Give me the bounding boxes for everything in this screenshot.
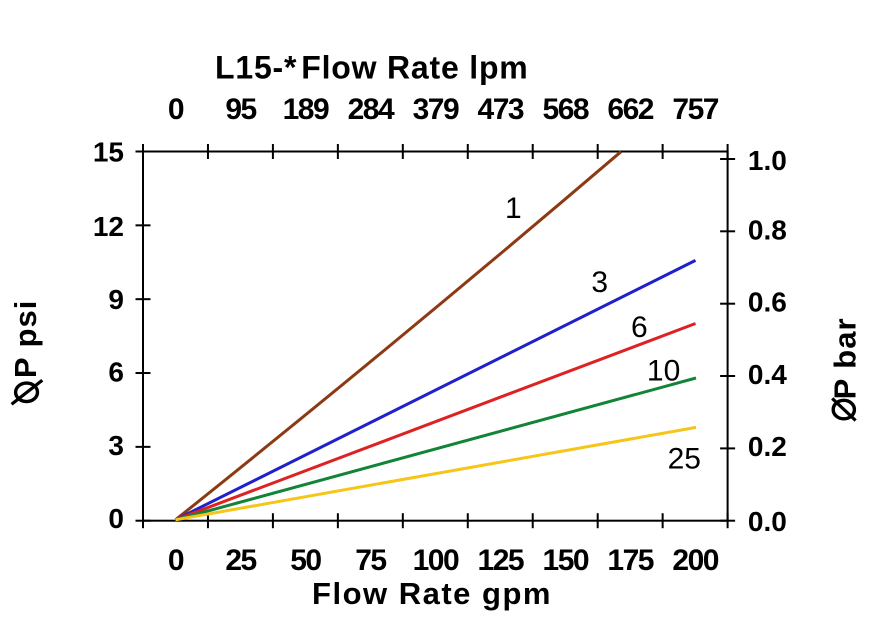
svg-text:0.4: 0.4 [748,359,787,390]
svg-text:125: 125 [478,544,524,577]
svg-text:189: 189 [283,93,329,126]
svg-text:0: 0 [168,93,184,126]
svg-text:75: 75 [355,544,386,577]
svg-text:662: 662 [607,93,653,126]
svg-text:3: 3 [108,430,124,461]
svg-text:0.0: 0.0 [748,506,787,537]
svg-text:150: 150 [543,544,589,577]
svg-text:L15-*Flow Rate lpm: L15-* Flow Rate lpm [215,50,529,86]
svg-text:473: 473 [478,93,524,126]
svg-text:25: 25 [225,544,256,577]
svg-text:379: 379 [413,93,459,126]
svg-text:100: 100 [413,544,459,577]
svg-text:0.6: 0.6 [748,287,787,318]
svg-text:568: 568 [543,93,589,126]
svg-text:1: 1 [505,192,522,225]
svg-text:95: 95 [225,93,256,126]
svg-text:1.0: 1.0 [748,145,787,176]
svg-text:6: 6 [631,311,648,344]
svg-text:6: 6 [108,357,124,388]
svg-text:200: 200 [672,544,718,577]
svg-text:0: 0 [108,503,124,534]
svg-text:50: 50 [290,544,321,577]
svg-text:15: 15 [93,136,124,167]
svg-text:284: 284 [348,93,395,126]
svg-text:Flow Rate gpm: Flow Rate gpm [312,576,552,611]
svg-text:757: 757 [672,93,718,126]
svg-text:175: 175 [607,544,653,577]
svg-text:0: 0 [168,544,184,577]
svg-text:9: 9 [108,284,124,315]
svg-text:0.8: 0.8 [748,215,787,246]
svg-text:0.2: 0.2 [748,431,787,462]
svg-text:12: 12 [93,211,124,242]
svg-text:25: 25 [668,443,701,476]
svg-text:10: 10 [647,354,680,387]
svg-text:3: 3 [591,266,608,299]
